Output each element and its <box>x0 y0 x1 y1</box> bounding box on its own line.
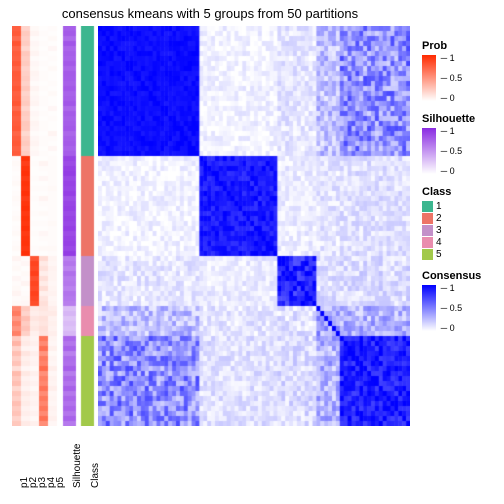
legend-class-label-4: 4 <box>436 237 442 248</box>
legend-class-label-5: 5 <box>436 249 442 260</box>
legend-class-swatch-2 <box>422 213 433 224</box>
legend-class-swatch-5 <box>422 249 433 260</box>
legend-class-swatch-1 <box>422 201 433 212</box>
legend-cons-gradient <box>422 285 436 331</box>
legend-class-row-1: 1 <box>422 201 500 212</box>
x-axis-labels: p1 p2 p3 p4 p5 Silhouette Class <box>12 428 410 498</box>
legend-class-swatch-3 <box>422 225 433 236</box>
xlab-class: Class <box>90 463 101 488</box>
legend-prob-gradient <box>422 55 436 101</box>
legend-silhouette: Silhouette ─ 1 ─ 0.5 ─ 0 <box>422 113 500 176</box>
legend-class-label-1: 1 <box>436 201 442 212</box>
legend-consensus: Consensus ─ 1 ─ 0.5 ─ 0 <box>422 270 500 333</box>
xlab-silhouette: Silhouette <box>72 444 83 488</box>
consensus-heatmap <box>98 26 410 426</box>
annotation-columns <box>12 26 98 426</box>
legend-prob: Prob ─ 1 ─ 0.5 ─ 0 <box>422 40 500 103</box>
legend-class-title: Class <box>422 186 500 198</box>
legend-class-row-2: 2 <box>422 213 500 224</box>
legend-class-row-3: 3 <box>422 225 500 236</box>
legend-prob-title: Prob <box>422 40 500 52</box>
legend-area: Prob ─ 1 ─ 0.5 ─ 0 Silhouette ─ 1 ─ 0.5 … <box>422 40 500 343</box>
legend-cons-title: Consensus <box>422 270 500 282</box>
legend-sil-title: Silhouette <box>422 113 500 125</box>
legend-class-label-3: 3 <box>436 225 442 236</box>
legend-class-row-5: 5 <box>422 249 500 260</box>
legend-class-swatch-4 <box>422 237 433 248</box>
legend-class: Class 12345 <box>422 186 500 260</box>
legend-class-row-4: 4 <box>422 237 500 248</box>
legend-class-label-2: 2 <box>436 213 442 224</box>
legend-sil-gradient <box>422 128 436 174</box>
xlab-p5: p5 <box>55 477 66 488</box>
plot-area <box>12 26 410 426</box>
plot-title: consensus kmeans with 5 groups from 50 p… <box>0 6 420 21</box>
